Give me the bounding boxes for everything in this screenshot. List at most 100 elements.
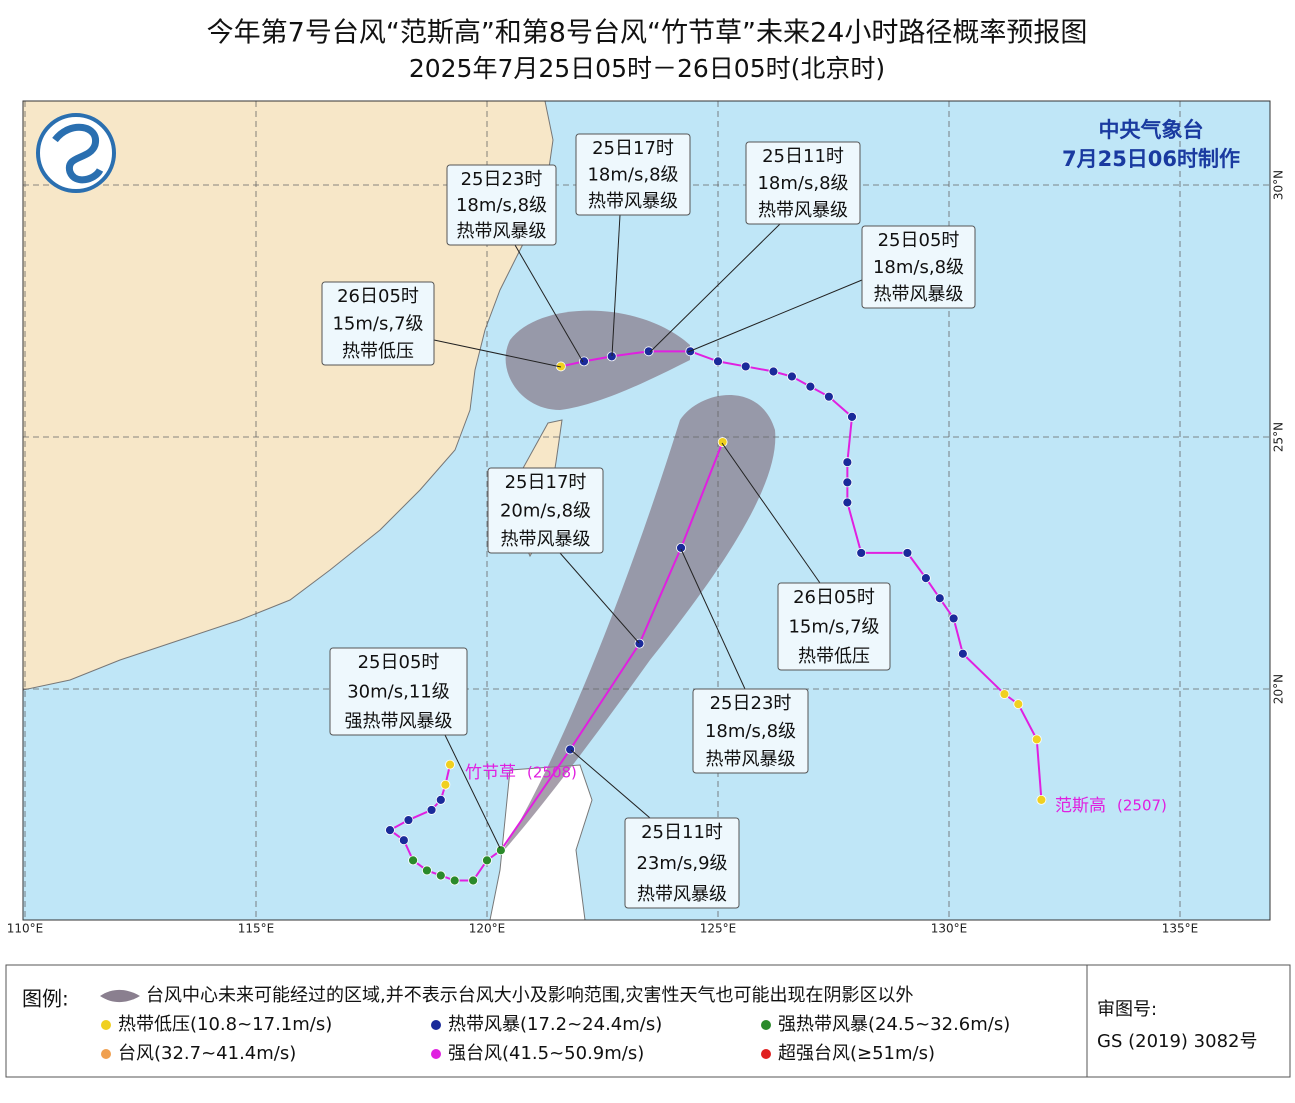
callout-text: 23m/s,9级 [636, 853, 727, 874]
callout-text: 25日17时 [592, 138, 674, 159]
track-point [1031, 734, 1042, 745]
logo-mark [52, 123, 104, 184]
callout-text: 热带低压 [342, 341, 414, 362]
callout-text: 15m/s,7级 [332, 314, 423, 335]
legend-swatch [101, 1020, 111, 1030]
callout-text: 20m/s,8级 [500, 501, 591, 522]
callout-box [321, 281, 435, 366]
agency: 中央气象台 [1099, 118, 1204, 142]
track-point [768, 366, 779, 377]
legend-swatch [431, 1049, 441, 1059]
lat-tick-label: 25°N [1272, 422, 1286, 452]
track-point [957, 648, 968, 659]
track-point [398, 835, 409, 846]
track-point [842, 477, 853, 488]
callout-text: 热带风暴级 [637, 884, 727, 905]
approval-number: GS (2019) 3082号 [1097, 1031, 1257, 1052]
track-point [999, 689, 1010, 699]
legend-title: 图例: [22, 987, 69, 1011]
callout-text: 25日23时 [461, 169, 543, 190]
axes: 110°E 115°E 120°E 125°E 130°E 135°E 20°N 25°N 30… [7, 170, 1286, 936]
track-point [921, 573, 931, 584]
probability-cone [505, 310, 690, 410]
leader-line [680, 548, 746, 690]
legend-swatch [101, 1049, 111, 1059]
track-point [805, 381, 816, 392]
luzon [489, 764, 593, 920]
callout-text: 25日05时 [358, 652, 440, 673]
callout-text: 25日05时 [878, 230, 960, 251]
track-point [449, 875, 460, 886]
callout-box [575, 133, 691, 216]
track-point [740, 361, 751, 372]
leader-line [611, 214, 621, 357]
track-point [408, 855, 418, 866]
lon-tick-label: 115°E [238, 922, 275, 936]
legend-swatch [761, 1020, 771, 1030]
storm-code: (2508) [527, 764, 577, 782]
track-point [385, 825, 395, 836]
leader-line [721, 442, 821, 584]
legend-label: 台风(32.7~41.4m/s) [118, 1043, 296, 1064]
callout-text: 热带风暴级 [874, 284, 964, 305]
callout-text: 热带风暴级 [706, 749, 796, 770]
title: 今年第7号台风“范斯高”和第8号台风“竹节草”未来24小时路径概率预报图 [207, 18, 1088, 49]
callout-text: 18m/s,8级 [757, 173, 848, 194]
callout-box [861, 225, 976, 309]
track-point [445, 759, 455, 770]
legend-items: 热带低压(10.8~17.1m/s) 热带风暴(17.2~24.4m/s) 强热带风… [101, 1014, 1010, 1064]
storm-code: (2507) [1117, 797, 1167, 815]
legend-cone [100, 989, 140, 1003]
track-point [495, 845, 506, 856]
callout-text: 18m/s,8级 [705, 721, 796, 742]
map-frame [22, 100, 1271, 921]
leader-line [514, 244, 584, 363]
lat-tick-label: 30°N [1272, 170, 1286, 200]
callout-box [692, 688, 809, 774]
track-point [482, 855, 492, 866]
track-point [717, 437, 728, 447]
legend-swatch [761, 1049, 771, 1059]
callout-box [624, 817, 740, 909]
track-point [1036, 794, 1047, 805]
legend-label: 热带风暴(17.2~24.4m/s) [448, 1014, 662, 1035]
legend-label: 强台风(41.5~50.9m/s) [448, 1043, 644, 1064]
lon-tick-label: 130°E [931, 922, 968, 936]
leader-line [444, 734, 501, 849]
track-point [435, 870, 446, 881]
callout-text: 强热带风暴级 [345, 711, 453, 732]
track-point [440, 779, 451, 790]
track-point [1013, 699, 1024, 710]
legend-label: 超强台风(≥51m/s) [778, 1043, 935, 1064]
track-point [948, 613, 959, 624]
callout-text: 热带风暴级 [501, 529, 591, 550]
callout-text: 15m/s,7级 [788, 617, 879, 638]
callout-text: 热带风暴级 [588, 191, 678, 212]
lon-tick-label: 110°E [7, 922, 44, 936]
legend-box [5, 964, 1291, 1078]
track-point [643, 346, 654, 357]
track-point [676, 542, 686, 553]
track-point [713, 356, 723, 367]
legend-label: 强热带风暴(24.5~32.6m/s) [778, 1014, 1010, 1035]
lat-tick-label: 20°N [1272, 674, 1286, 704]
callout-text: 25日11时 [762, 146, 844, 167]
leader-line [570, 749, 651, 819]
track-point [842, 497, 853, 508]
lon-tick-label: 125°E [700, 922, 737, 936]
leader-line [687, 279, 863, 353]
callout-text: 25日11时 [641, 822, 723, 843]
storm-name: 范斯高 [1055, 796, 1106, 816]
track-point [468, 875, 479, 886]
callout-text: 18m/s,8级 [456, 195, 547, 216]
track-point [902, 548, 913, 558]
callout-text: 25日17时 [505, 472, 587, 493]
legend-swatch [431, 1020, 441, 1030]
tracks: 范斯高 (2507) 竹节草 (2508) [385, 346, 1167, 886]
callout-box [329, 647, 468, 736]
callout-text: 26日05时 [337, 286, 419, 307]
callout-text: 热带风暴级 [758, 200, 848, 221]
track-point [426, 805, 437, 815]
callout-text: 25日23时 [710, 693, 792, 714]
